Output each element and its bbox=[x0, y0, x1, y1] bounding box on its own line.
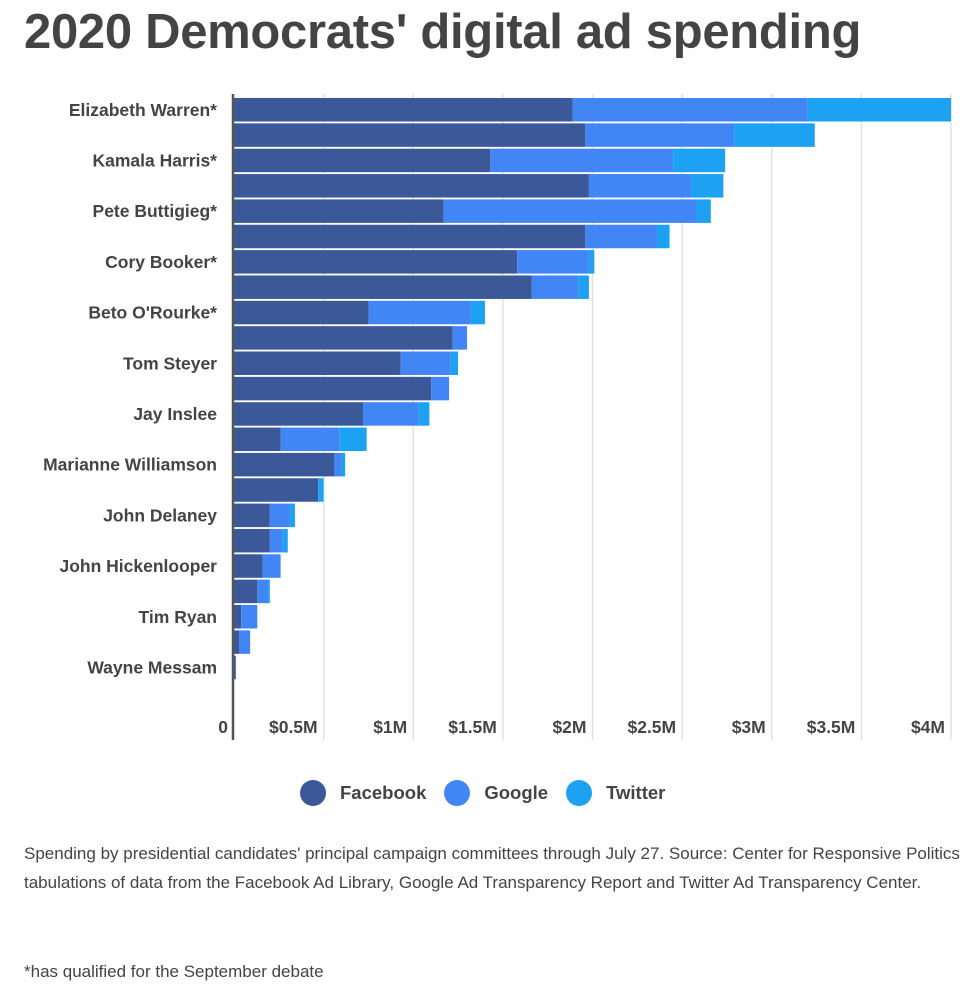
bar-segment-twitter[interactable] bbox=[578, 275, 589, 299]
bar-segment-google[interactable] bbox=[241, 605, 258, 629]
bar-segment-facebook[interactable] bbox=[234, 630, 240, 654]
bar-segment-twitter[interactable] bbox=[734, 123, 815, 147]
bar-segment-facebook[interactable] bbox=[234, 452, 335, 477]
bar-segment-twitter[interactable] bbox=[588, 250, 595, 274]
twitter-swatch-icon bbox=[566, 780, 593, 806]
y-axis-label: Beto O'Rourke* bbox=[88, 303, 217, 323]
bar-segment-google[interactable] bbox=[269, 528, 283, 553]
y-axis-label: Wayne Messam bbox=[87, 657, 217, 677]
bar-segment-facebook[interactable] bbox=[234, 402, 364, 426]
google-swatch-icon bbox=[444, 780, 471, 806]
bar-segment-google[interactable] bbox=[334, 452, 342, 477]
bar-segment-twitter[interactable] bbox=[696, 199, 711, 223]
bar-segment-facebook[interactable] bbox=[234, 326, 453, 350]
bar-segment-facebook[interactable] bbox=[234, 148, 491, 173]
bars bbox=[234, 98, 951, 680]
bar-segment-twitter[interactable] bbox=[470, 300, 485, 325]
bar-segment-facebook[interactable] bbox=[234, 503, 270, 528]
bar-segment-google[interactable] bbox=[368, 300, 471, 325]
bar-segment-twitter[interactable] bbox=[318, 478, 324, 502]
bar-segment-facebook[interactable] bbox=[234, 528, 270, 553]
bar-segment-facebook[interactable] bbox=[234, 250, 518, 274]
bar-segment-facebook[interactable] bbox=[234, 98, 573, 122]
bar-segment-facebook[interactable] bbox=[234, 554, 263, 578]
bar-segment-twitter[interactable] bbox=[657, 224, 670, 249]
bar-segment-twitter[interactable] bbox=[691, 174, 724, 198]
legend-item-twitter[interactable]: Twitter bbox=[566, 780, 665, 806]
bar-segment-twitter[interactable] bbox=[289, 503, 295, 528]
y-axis-label: Elizabeth Warren* bbox=[69, 100, 217, 120]
bar-segment-google[interactable] bbox=[443, 199, 697, 223]
bar-segment-google[interactable] bbox=[452, 326, 468, 350]
bar-segment-google[interactable] bbox=[431, 376, 450, 401]
bar-segment-facebook[interactable] bbox=[234, 579, 258, 604]
bar-segment-twitter[interactable] bbox=[673, 148, 726, 173]
bar-segment-google[interactable] bbox=[239, 630, 251, 654]
x-axis-tick-label: $3M bbox=[732, 717, 766, 737]
legend-label: Facebook bbox=[340, 782, 427, 803]
bar-segment-facebook[interactable] bbox=[234, 605, 242, 629]
x-axis-labels: 0 $0.5M $1M $1.5M $2M $2.5M $3M $3.5M $4M bbox=[218, 717, 945, 737]
x-axis-tick-label: 0 bbox=[218, 717, 228, 737]
bar-segment-facebook[interactable] bbox=[234, 174, 589, 198]
legend-label: Google bbox=[484, 782, 549, 803]
bar-segment-twitter[interactable] bbox=[450, 351, 459, 376]
bar-segment-facebook[interactable] bbox=[234, 478, 319, 502]
x-axis-tick-label: $2M bbox=[552, 717, 586, 737]
bar-segment-google[interactable] bbox=[572, 98, 808, 122]
y-axis-label: John Hickenlooper bbox=[59, 556, 217, 576]
x-axis-tick-label: $4M bbox=[911, 717, 945, 737]
footnote: *has qualified for the September debate bbox=[24, 962, 324, 981]
y-axis-label: Cory Booker* bbox=[105, 252, 217, 272]
bar-segment-google[interactable] bbox=[585, 224, 658, 249]
x-axis-tick-label: $0.5M bbox=[269, 717, 318, 737]
bar-segment-facebook[interactable] bbox=[234, 376, 432, 401]
bar-segment-facebook[interactable] bbox=[234, 427, 281, 452]
bar-segment-facebook[interactable] bbox=[234, 300, 369, 325]
legend-item-google[interactable]: Google bbox=[444, 780, 548, 806]
x-axis-tick-label: $1.5M bbox=[448, 717, 497, 737]
bar-segment-twitter[interactable] bbox=[341, 452, 346, 477]
bar-segment-google[interactable] bbox=[269, 503, 290, 528]
bar-segment-google[interactable] bbox=[400, 351, 451, 376]
source-note: Spending by presidential candidates' pri… bbox=[24, 844, 960, 892]
bar-segment-google[interactable] bbox=[517, 250, 589, 274]
bar-segment-facebook[interactable] bbox=[234, 655, 236, 680]
bar-segment-twitter[interactable] bbox=[282, 528, 288, 553]
bar-segment-twitter[interactable] bbox=[268, 579, 270, 604]
y-axis-label: Marianne Williamson bbox=[43, 455, 217, 475]
bar-segment-facebook[interactable] bbox=[234, 351, 401, 376]
legend: Facebook Google Twitter bbox=[300, 780, 683, 806]
bar-segment-twitter[interactable] bbox=[807, 98, 951, 122]
legend-label: Twitter bbox=[606, 782, 666, 803]
stacked-bar-chart: Elizabeth Warren* Kamala Harris* Pete Butt… bbox=[43, 94, 952, 740]
y-axis-label: Tom Steyer bbox=[123, 353, 217, 373]
bar-segment-google[interactable] bbox=[280, 427, 340, 452]
y-axis-label: Pete Buttigieg* bbox=[93, 201, 218, 221]
x-axis-tick-label: $2.5M bbox=[627, 717, 676, 737]
y-axis-label: Kamala Harris* bbox=[92, 150, 217, 170]
x-axis-tick-label: $3.5M bbox=[807, 717, 856, 737]
facebook-swatch-icon bbox=[300, 780, 326, 806]
bar-segment-google[interactable] bbox=[490, 148, 674, 173]
bar-segment-facebook[interactable] bbox=[234, 224, 586, 249]
bar-segment-facebook[interactable] bbox=[234, 199, 444, 223]
y-axis-label: John Delaney bbox=[103, 505, 217, 525]
bar-segment-twitter[interactable] bbox=[418, 402, 430, 426]
bar-segment-google[interactable] bbox=[257, 579, 269, 604]
bar-segment-google[interactable] bbox=[262, 554, 281, 578]
y-axis-labels: Elizabeth Warren* Kamala Harris* Pete Butt… bbox=[43, 100, 217, 678]
y-axis-label: Jay Inslee bbox=[133, 404, 217, 424]
x-axis-tick-label: $1M bbox=[373, 717, 407, 737]
bar-segment-facebook[interactable] bbox=[234, 123, 586, 147]
bar-segment-google[interactable] bbox=[531, 275, 579, 299]
chart-title: 2020 Democrats' digital ad spending bbox=[24, 5, 862, 59]
bar-segment-google[interactable] bbox=[585, 123, 735, 147]
bar-segment-google[interactable] bbox=[588, 174, 692, 198]
bar-segment-facebook[interactable] bbox=[234, 275, 532, 299]
y-axis-label: Tim Ryan bbox=[139, 607, 217, 627]
bar-segment-twitter[interactable] bbox=[339, 427, 367, 452]
bar-segment-google[interactable] bbox=[363, 402, 419, 426]
legend-item-facebook[interactable]: Facebook bbox=[300, 780, 426, 806]
